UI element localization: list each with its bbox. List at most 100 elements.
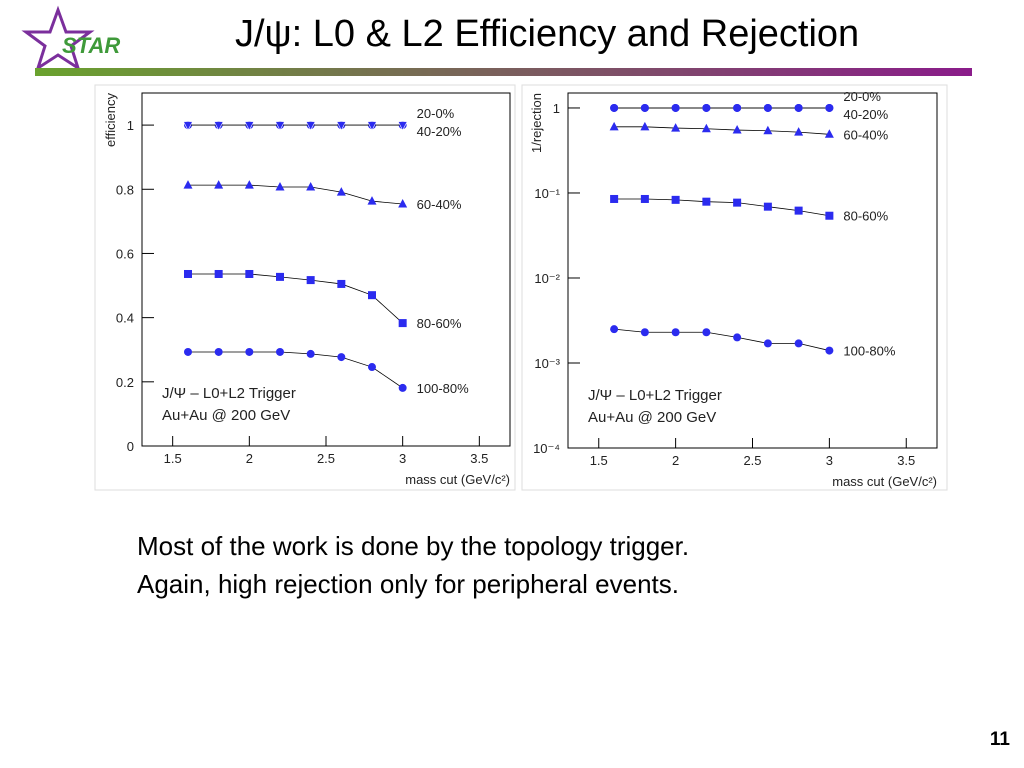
marker — [763, 339, 772, 348]
marker — [305, 121, 316, 131]
x-tick-label: 3 — [826, 453, 833, 468]
y-tick-label: 1 — [553, 101, 560, 116]
marker — [214, 180, 224, 189]
x-axis-label: mass cut (GeV/c²) — [832, 474, 937, 489]
annotation: Au+Au @ 200 GeV — [588, 409, 716, 426]
marker — [733, 103, 742, 112]
annotation: Au+Au @ 200 GeV — [162, 407, 290, 424]
x-tick-label: 2 — [246, 451, 253, 466]
marker — [275, 121, 285, 131]
marker — [763, 202, 772, 211]
y-axis-label: 1/rejection — [529, 93, 544, 153]
x-tick-label: 3 — [399, 451, 406, 466]
marker — [794, 127, 804, 136]
series-label: 100-80% — [843, 344, 895, 359]
x-tick-label: 2 — [672, 453, 679, 468]
marker — [671, 195, 680, 204]
marker — [794, 206, 803, 215]
marker — [306, 349, 315, 358]
annotation: J/Ψ – L0+L2 Trigger — [588, 387, 722, 404]
y-tick-label: 0.2 — [116, 375, 134, 390]
series-label: 80-60% — [843, 209, 888, 224]
marker — [702, 328, 711, 337]
x-tick-label: 2.5 — [743, 453, 761, 468]
x-tick-label: 1.5 — [164, 451, 182, 466]
marker — [336, 187, 346, 196]
marker — [610, 194, 619, 203]
marker — [214, 269, 223, 278]
marker — [183, 121, 193, 131]
marker — [336, 121, 347, 131]
marker — [397, 121, 408, 131]
marker — [824, 129, 834, 138]
series-line — [614, 198, 830, 217]
marker — [702, 197, 711, 206]
series-line — [188, 273, 403, 324]
marker — [640, 328, 649, 337]
marker — [183, 180, 193, 189]
series-label: 20-0% — [843, 89, 881, 104]
marker — [184, 347, 192, 356]
x-tick-label: 3.5 — [470, 451, 488, 466]
header-bar — [35, 68, 972, 76]
page-number: 11 — [990, 729, 1011, 750]
series-line — [188, 351, 403, 389]
series-label: 20-0% — [417, 106, 455, 121]
marker — [245, 269, 254, 278]
marker — [671, 123, 681, 132]
marker — [398, 319, 407, 328]
body-text: Most of the work is done by the topology… — [137, 531, 689, 561]
series-label: 40-20% — [417, 124, 462, 139]
series-line — [614, 328, 830, 351]
marker — [794, 339, 803, 348]
y-tick-label: 0 — [127, 439, 134, 454]
marker — [609, 121, 619, 131]
marker — [825, 103, 834, 112]
marker — [244, 180, 254, 189]
x-axis-label: mass cut (GeV/c²) — [405, 472, 510, 487]
series-label: 60-40% — [417, 197, 462, 212]
marker — [671, 328, 680, 337]
marker — [368, 363, 376, 372]
chart-panel — [94, 84, 516, 491]
series-label: 60-40% — [843, 127, 888, 142]
marker — [733, 333, 742, 342]
marker — [214, 347, 223, 356]
marker — [640, 194, 649, 203]
marker — [337, 353, 346, 362]
marker — [610, 103, 619, 112]
marker — [825, 211, 834, 220]
x-tick-label: 1.5 — [590, 453, 608, 468]
marker — [306, 182, 316, 191]
series-label: 100-80% — [417, 381, 469, 396]
y-tick-label: 1 — [127, 118, 134, 133]
x-tick-label: 2.5 — [317, 451, 335, 466]
x-tick-label: 3.5 — [897, 453, 915, 468]
marker — [732, 125, 742, 134]
marker — [671, 103, 680, 112]
marker — [398, 383, 407, 392]
y-tick-label: 10⁻³ — [534, 356, 560, 371]
y-tick-label: 10⁻⁴ — [533, 441, 560, 456]
marker — [244, 121, 255, 131]
y-tick-label: 0.4 — [116, 311, 134, 326]
marker — [245, 347, 254, 356]
marker — [276, 272, 284, 281]
y-tick-label: 0.8 — [116, 182, 134, 197]
chart-panel — [521, 84, 948, 491]
marker — [213, 121, 224, 131]
marker — [184, 269, 192, 278]
marker — [337, 279, 346, 288]
annotation: J/Ψ – L0+L2 Trigger — [162, 385, 296, 402]
marker — [825, 346, 834, 355]
marker — [794, 103, 803, 112]
marker — [367, 196, 377, 205]
y-tick-label: 0.6 — [116, 246, 134, 261]
logo-text: STAR — [62, 33, 120, 58]
y-tick-label: 10⁻¹ — [534, 186, 560, 201]
marker — [763, 103, 772, 112]
logo-star — [21, 5, 95, 72]
marker — [702, 103, 711, 112]
slide-title: J/ψ: L0 & L2 Efficiency and Rejection — [235, 13, 859, 55]
